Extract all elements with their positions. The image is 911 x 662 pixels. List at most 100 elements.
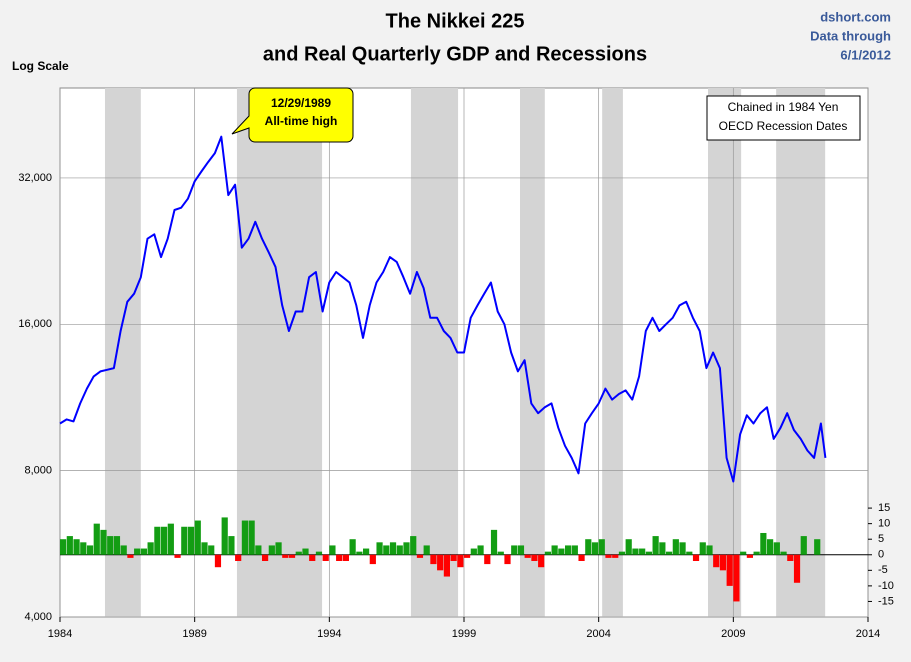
gdp-bar xyxy=(558,548,565,555)
gdp-bar xyxy=(423,545,430,555)
gdp-bar xyxy=(248,520,255,555)
gdp-bar xyxy=(652,536,659,555)
gdp-bar xyxy=(814,539,821,555)
gdp-bar xyxy=(120,545,127,555)
gdp-bar xyxy=(464,554,471,558)
gdp-bar xyxy=(383,545,390,555)
gdp-bar xyxy=(457,554,464,568)
gdp-bar xyxy=(66,536,73,555)
gdp-bar xyxy=(746,554,753,558)
gdp-bar xyxy=(605,554,612,558)
recession-band xyxy=(104,88,141,617)
gdp-bar xyxy=(403,542,410,555)
gdp-bar xyxy=(713,554,720,568)
gdp-bar xyxy=(134,548,141,555)
gdp-bar xyxy=(288,554,296,558)
gdp-bar xyxy=(767,539,774,555)
gdp-bar xyxy=(531,554,538,561)
gdp-bar xyxy=(241,520,248,555)
gdp-bar xyxy=(672,539,679,555)
x-tick-label: 1999 xyxy=(452,628,476,640)
gdp-bar xyxy=(410,536,417,555)
y2-tick-label: 15 xyxy=(878,502,890,514)
gdp-bar xyxy=(524,554,531,558)
gdp-bar xyxy=(262,554,269,561)
gdp-bar xyxy=(167,523,174,555)
gdp-bar xyxy=(349,539,356,555)
gdp-bar xyxy=(760,532,767,555)
gdp-bar xyxy=(147,542,154,555)
gdp-bar xyxy=(268,545,275,555)
gdp-bar xyxy=(578,554,585,561)
gdp-bar xyxy=(639,548,646,555)
gdp-bar xyxy=(538,554,545,568)
gdp-bar xyxy=(612,554,619,558)
gdp-bar xyxy=(140,548,147,555)
annotation: All-time high xyxy=(265,114,338,128)
gdp-bar xyxy=(255,545,262,555)
y-tick-label: 8,000 xyxy=(24,465,52,477)
gdp-bar xyxy=(201,542,208,555)
x-tick-label: 1989 xyxy=(182,628,206,640)
gdp-bar xyxy=(342,554,349,561)
gdp-bar xyxy=(174,554,181,558)
gdp-bar xyxy=(632,548,639,555)
gdp-bar xyxy=(686,551,693,555)
annotation-callout xyxy=(231,87,354,143)
gdp-bar xyxy=(356,551,363,555)
gdp-bar xyxy=(484,554,491,565)
note: OECD Recession Dates xyxy=(719,119,848,133)
gdp-bar xyxy=(60,539,67,555)
x-tick-label: 2009 xyxy=(721,628,745,640)
gdp-bar xyxy=(181,526,188,555)
gdp-bar xyxy=(780,551,787,555)
gdp-bar xyxy=(517,545,525,555)
gdp-bar xyxy=(645,551,652,555)
gdp-bar xyxy=(450,554,457,561)
y2-tick-label: 0 xyxy=(878,549,884,561)
annotation: 12/29/1989 xyxy=(271,96,331,110)
gdp-bar xyxy=(363,548,370,555)
gdp-bar xyxy=(389,542,397,555)
gdp-bar xyxy=(511,545,518,555)
x-tick-label: 2004 xyxy=(586,628,610,640)
recession-band xyxy=(410,88,459,617)
gdp-bar xyxy=(86,545,94,555)
gdp-bar xyxy=(295,551,302,555)
gdp-bar xyxy=(315,551,323,555)
gdp-bar xyxy=(585,539,592,555)
gdp-bar xyxy=(719,554,727,571)
gdp-bar xyxy=(699,542,706,555)
gdp-bar xyxy=(787,554,794,561)
gdp-bar xyxy=(228,536,235,555)
gdp-bar xyxy=(127,554,134,558)
gdp-bar xyxy=(282,554,289,558)
gdp-bar xyxy=(309,554,316,561)
y-tick-label: 16,000 xyxy=(18,318,52,330)
gdp-bar xyxy=(470,548,477,555)
gdp-bar xyxy=(477,545,484,555)
gdp-bar xyxy=(275,542,282,555)
gdp-bar xyxy=(235,554,242,561)
gdp-bar xyxy=(565,545,572,555)
note-box xyxy=(706,95,861,141)
gdp-bar xyxy=(93,523,100,555)
gdp-bar xyxy=(329,545,336,555)
gdp-bar xyxy=(73,539,80,555)
note: Chained in 1984 Yen xyxy=(728,100,839,114)
source: 6/1/2012 xyxy=(840,47,891,62)
source: dshort.com xyxy=(820,9,891,24)
gdp-bar xyxy=(740,551,747,555)
y-tick-label: 4,000 xyxy=(24,611,52,623)
x-tick-label: 1994 xyxy=(317,628,341,640)
gdp-bar xyxy=(726,554,733,586)
gdp-bar xyxy=(154,526,161,555)
gdp-bar xyxy=(396,545,403,555)
gdp-bar xyxy=(113,536,121,555)
gdp-bar xyxy=(302,548,309,555)
gdp-bar xyxy=(161,526,168,555)
source: Data through xyxy=(810,28,891,43)
nikkei-line xyxy=(59,135,827,483)
y2-tick-label: -10 xyxy=(878,580,894,592)
